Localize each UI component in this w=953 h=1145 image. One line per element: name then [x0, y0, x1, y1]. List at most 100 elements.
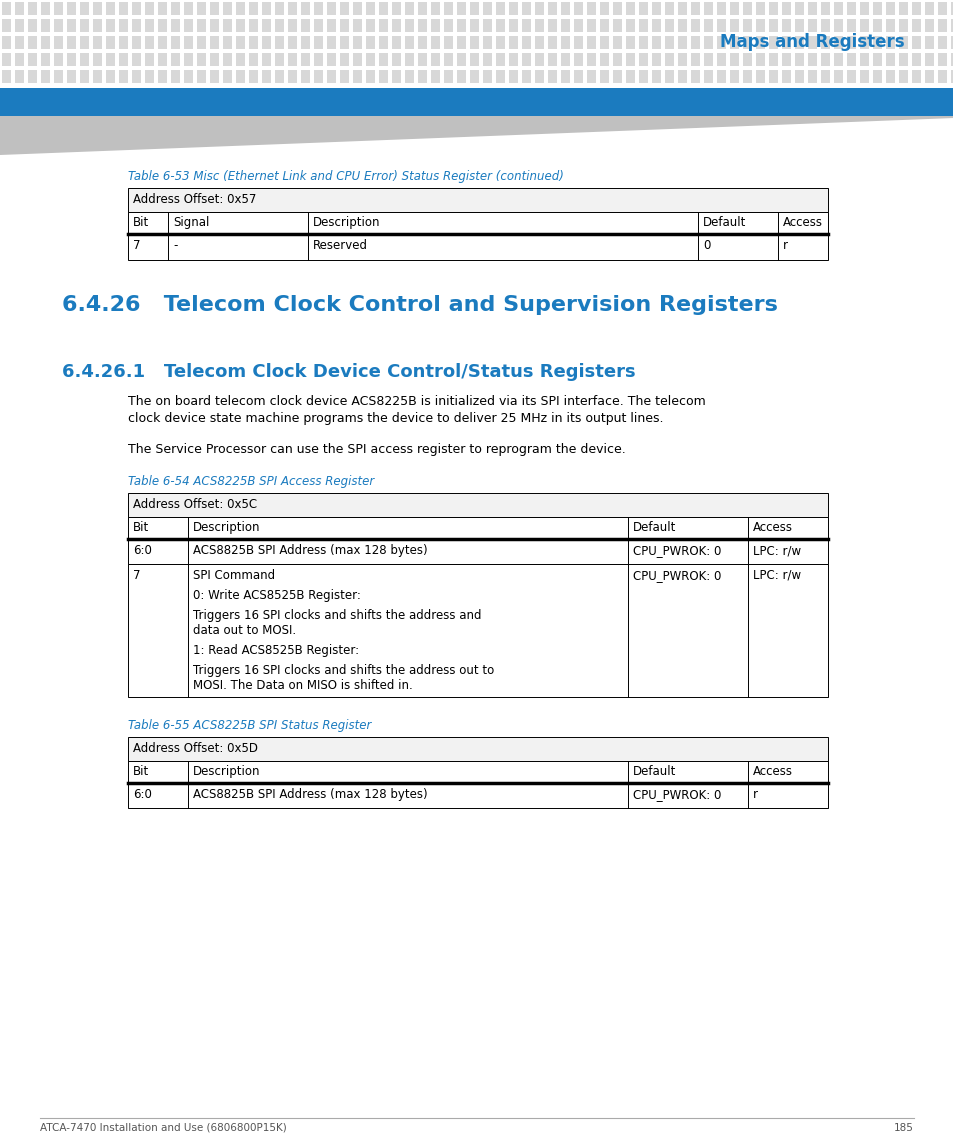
Bar: [872, 35, 882, 49]
Bar: [106, 53, 115, 66]
Bar: [482, 35, 492, 49]
Bar: [586, 19, 596, 32]
Bar: [223, 35, 232, 49]
Bar: [885, 53, 894, 66]
Bar: [807, 2, 816, 15]
Bar: [924, 53, 933, 66]
Bar: [937, 35, 946, 49]
Bar: [625, 19, 635, 32]
Bar: [781, 53, 790, 66]
Bar: [898, 2, 907, 15]
Bar: [821, 2, 829, 15]
Text: Default: Default: [702, 216, 745, 229]
Bar: [128, 783, 827, 808]
Bar: [470, 35, 478, 49]
Bar: [314, 70, 323, 82]
Text: Address Offset: 0x5C: Address Offset: 0x5C: [132, 498, 257, 511]
Bar: [651, 2, 660, 15]
Bar: [327, 53, 335, 66]
Text: CPU_PWROK: 0: CPU_PWROK: 0: [633, 544, 720, 556]
Bar: [171, 35, 180, 49]
Text: ACS8825B SPI Address (max 128 bytes): ACS8825B SPI Address (max 128 bytes): [193, 788, 427, 802]
Bar: [599, 35, 608, 49]
Bar: [690, 53, 700, 66]
Bar: [378, 53, 388, 66]
Bar: [15, 19, 24, 32]
Bar: [196, 2, 206, 15]
Bar: [690, 19, 700, 32]
Bar: [314, 19, 323, 32]
Bar: [119, 19, 128, 32]
Bar: [560, 2, 569, 15]
Bar: [846, 19, 855, 32]
Bar: [431, 35, 439, 49]
Bar: [807, 70, 816, 82]
Bar: [690, 35, 700, 49]
Bar: [158, 19, 167, 32]
Bar: [703, 19, 712, 32]
Bar: [574, 35, 582, 49]
Bar: [249, 2, 257, 15]
Bar: [846, 2, 855, 15]
Bar: [509, 70, 517, 82]
Bar: [67, 53, 76, 66]
Text: 185: 185: [893, 1123, 913, 1134]
Bar: [106, 70, 115, 82]
Bar: [301, 53, 310, 66]
Text: The on board telecom clock device ACS8225B is initialized via its SPI interface.: The on board telecom clock device ACS822…: [128, 395, 705, 408]
Bar: [128, 234, 827, 260]
Bar: [586, 2, 596, 15]
Bar: [210, 53, 219, 66]
Bar: [821, 53, 829, 66]
Bar: [664, 19, 673, 32]
Bar: [535, 35, 543, 49]
Bar: [470, 53, 478, 66]
Bar: [885, 70, 894, 82]
Text: Access: Access: [782, 216, 822, 229]
Text: 7: 7: [132, 239, 140, 252]
Bar: [223, 53, 232, 66]
Bar: [755, 53, 764, 66]
Bar: [119, 2, 128, 15]
Text: Signal: Signal: [172, 216, 209, 229]
Bar: [781, 19, 790, 32]
Bar: [366, 53, 375, 66]
Bar: [651, 53, 660, 66]
Bar: [807, 19, 816, 32]
Bar: [560, 35, 569, 49]
Bar: [184, 53, 193, 66]
Text: Description: Description: [313, 216, 380, 229]
Bar: [353, 19, 361, 32]
Bar: [249, 53, 257, 66]
Bar: [482, 19, 492, 32]
Bar: [625, 2, 635, 15]
Bar: [327, 19, 335, 32]
Bar: [717, 35, 725, 49]
Bar: [0, 88, 953, 116]
Bar: [664, 70, 673, 82]
Bar: [235, 35, 245, 49]
Bar: [755, 70, 764, 82]
Bar: [755, 2, 764, 15]
Bar: [41, 35, 50, 49]
Bar: [128, 539, 827, 564]
Bar: [872, 2, 882, 15]
Bar: [574, 53, 582, 66]
Bar: [288, 19, 296, 32]
Bar: [625, 35, 635, 49]
Bar: [128, 737, 827, 761]
Bar: [366, 35, 375, 49]
Bar: [496, 70, 504, 82]
Bar: [456, 53, 465, 66]
Bar: [128, 212, 827, 234]
Bar: [729, 70, 739, 82]
Bar: [2, 53, 11, 66]
Bar: [717, 70, 725, 82]
Bar: [171, 19, 180, 32]
Bar: [470, 2, 478, 15]
Text: Bit: Bit: [132, 765, 149, 777]
Bar: [392, 53, 400, 66]
Bar: [509, 19, 517, 32]
Text: MOSI. The Data on MISO is shifted in.: MOSI. The Data on MISO is shifted in.: [193, 679, 413, 692]
Bar: [2, 35, 11, 49]
